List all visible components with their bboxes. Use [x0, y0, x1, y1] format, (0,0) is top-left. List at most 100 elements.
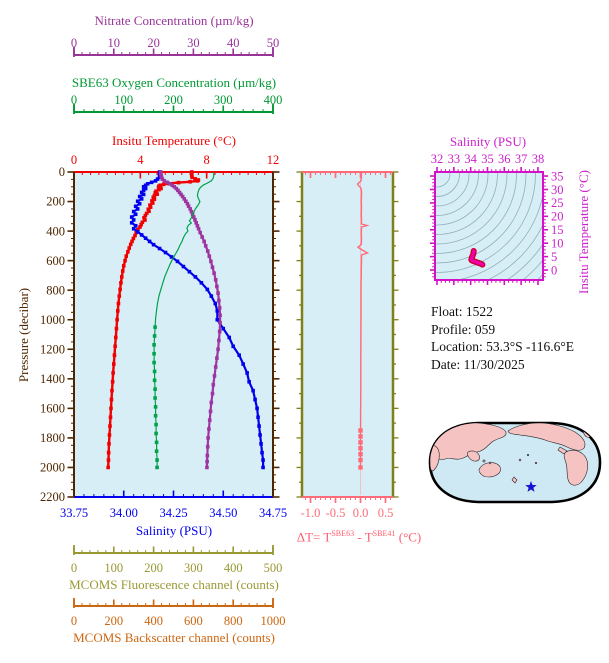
- delta-t-title-part: - T: [354, 529, 373, 545]
- delta-t-title-part: (°C): [395, 529, 422, 545]
- data-point: [112, 353, 117, 357]
- data-point: [205, 459, 209, 464]
- delta-t-title-sup-sbe63: SBE63: [331, 529, 355, 538]
- data-point: [124, 254, 129, 259]
- map-island: [518, 458, 522, 462]
- tick-label: 4: [137, 153, 144, 167]
- data-point: [139, 233, 144, 237]
- data-point: [185, 201, 190, 206]
- data-point: [131, 226, 136, 231]
- data-point: [128, 242, 133, 247]
- tick-label: -0.5: [326, 506, 346, 520]
- tick-label: 10: [551, 236, 564, 250]
- data-point: [251, 388, 255, 393]
- data-point: [217, 329, 222, 334]
- tick-label: 34.00: [110, 506, 138, 520]
- data-point: [358, 440, 363, 445]
- tick-label: 0.5: [378, 506, 394, 520]
- data-point: [215, 356, 219, 360]
- data-point: [144, 211, 149, 216]
- data-point: [112, 362, 116, 366]
- data-point: [182, 197, 187, 201]
- isopycnal-contour: [436, 173, 517, 254]
- data-point: [358, 451, 363, 457]
- data-point: [179, 192, 183, 197]
- data-point: [145, 182, 150, 186]
- temperature-axis-title: Insitu Temperature (°C): [112, 133, 236, 148]
- data-point: [156, 185, 161, 190]
- tick-label: 500: [264, 561, 283, 575]
- isopycnal-contour: [436, 173, 536, 273]
- data-point: [198, 230, 202, 235]
- data-point: [123, 258, 127, 263]
- data-point: [141, 184, 146, 189]
- data-point: [216, 347, 220, 352]
- data-point: [188, 207, 193, 211]
- data-point: [212, 271, 216, 275]
- data-point: [205, 287, 210, 292]
- tick-label: 400: [264, 93, 283, 107]
- data-point: [153, 413, 158, 418]
- data-point: [119, 275, 124, 279]
- data-point: [109, 397, 114, 402]
- data-point: [217, 298, 221, 303]
- data-point: [153, 325, 157, 329]
- tick-label: 8: [204, 153, 210, 167]
- data-point: [131, 209, 136, 214]
- data-point: [199, 280, 204, 285]
- data-point: [152, 378, 157, 383]
- data-point: [217, 338, 221, 343]
- map-land-seasia: [467, 450, 480, 462]
- data-point: [106, 465, 110, 470]
- data-point: [212, 374, 217, 378]
- data-point: [196, 226, 201, 231]
- data-point: [260, 450, 264, 455]
- data-point: [227, 335, 232, 340]
- axis-backscatter: 0 200 400 600 800 1000: [71, 598, 286, 628]
- data-point: [187, 269, 192, 274]
- data-point: [133, 204, 138, 209]
- data-point: [155, 458, 159, 462]
- data-point: [193, 218, 197, 222]
- delta-t-title-part: ΔT= T: [296, 529, 332, 545]
- data-point: [133, 223, 138, 228]
- data-point: [358, 457, 363, 463]
- tick-label: 35: [551, 169, 564, 183]
- data-point: [116, 301, 121, 306]
- data-point: [154, 440, 159, 445]
- data-point: [146, 207, 151, 212]
- data-point: [139, 222, 143, 227]
- date-line: Date: 11/30/2025: [431, 356, 525, 372]
- tick-label: 2200: [40, 490, 65, 504]
- axis-pressure: 0 200 400 600 800 1000 1200 1400 1600 1800 2000 220…: [40, 165, 280, 504]
- data-point: [358, 446, 363, 451]
- tick-label: 20: [551, 210, 564, 224]
- tick-label: 33: [448, 152, 461, 166]
- data-point: [237, 353, 241, 357]
- tick-label: 20: [147, 36, 160, 50]
- data-point: [247, 379, 251, 384]
- tick-label: 200: [144, 561, 163, 575]
- data-point: [113, 344, 117, 349]
- data-point: [131, 218, 136, 222]
- tick-label: 34: [464, 152, 477, 166]
- data-point: [195, 179, 200, 183]
- tick-label: 12: [267, 153, 280, 167]
- isopycnal-contour: [436, 173, 460, 197]
- tick-label: 40: [227, 36, 240, 50]
- data-point: [205, 453, 210, 458]
- data-point: [190, 175, 194, 180]
- tick-label: 200: [104, 614, 123, 628]
- data-point: [129, 215, 134, 219]
- tick-label: 400: [144, 614, 163, 628]
- delta-t-title-sup-sbe41: SBE41: [372, 529, 396, 538]
- plot-background: [74, 172, 273, 497]
- data-point: [143, 218, 147, 222]
- data-point: [231, 344, 235, 349]
- data-point: [111, 371, 115, 375]
- map-land-australia: [478, 462, 501, 478]
- pressure-axis-title: Pressure (decibar): [16, 287, 31, 383]
- data-point: [255, 406, 259, 411]
- data-point: [143, 213, 148, 218]
